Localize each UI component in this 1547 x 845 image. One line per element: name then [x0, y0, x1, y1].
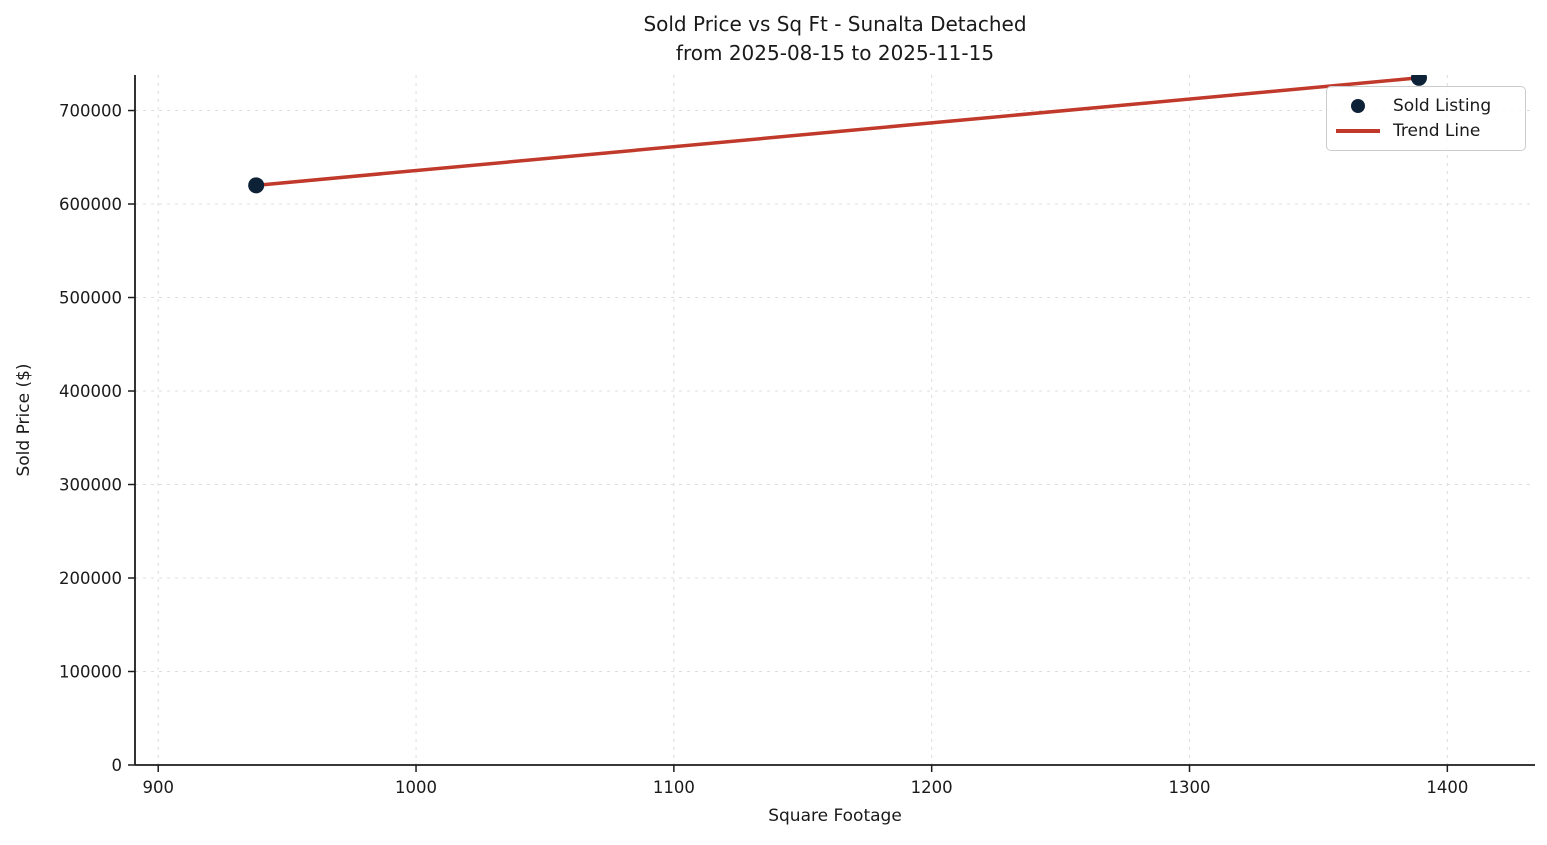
y-tick-label: 700000	[59, 101, 122, 120]
x-tick-label: 1100	[653, 778, 695, 797]
chart-title-line2: from 2025-08-15 to 2025-11-15	[675, 41, 995, 65]
legend-entry-sold-listing: Sold Listing	[1334, 93, 1515, 119]
sold-listing-point	[248, 177, 265, 194]
y-tick-label: 400000	[59, 382, 122, 401]
legend-handle	[1334, 129, 1381, 134]
x-axis-label: Square Footage	[768, 806, 902, 826]
x-tick-label: 900	[142, 778, 174, 797]
y-tick-label: 100000	[59, 662, 122, 681]
chart-title-line1: Sold Price vs Sq Ft - Sunalta Detached	[643, 12, 1027, 36]
y-tick-label: 0	[112, 756, 123, 775]
x-tick-label: 1300	[1169, 778, 1211, 797]
y-axis-label: Sold Price ($)	[14, 363, 34, 477]
x-tick-label: 1000	[395, 778, 437, 797]
legend-handle	[1334, 98, 1381, 113]
legend-entry-trend-line: Trend Line	[1334, 119, 1515, 145]
y-tick-label: 600000	[59, 195, 122, 214]
legend-label-sold-listing: Sold Listing	[1393, 95, 1492, 116]
sold-listing-dot-icon	[1350, 98, 1365, 113]
trend-line-sample-icon	[1335, 129, 1380, 134]
y-tick-label: 300000	[59, 475, 122, 494]
sold-listing-point	[1410, 75, 1427, 86]
legend: Sold Listing Trend Line	[1326, 86, 1526, 151]
x-tick-label: 1200	[911, 778, 953, 797]
legend-label-trend-line: Trend Line	[1393, 121, 1481, 142]
data-layer	[248, 75, 1427, 194]
y-tick-label: 500000	[59, 288, 122, 307]
y-tick-label: 200000	[59, 569, 122, 588]
chart-title: Sold Price vs Sq Ft - Sunalta Detached f…	[135, 10, 1535, 68]
trend-line	[256, 76, 1420, 188]
x-tick-label: 1400	[1426, 778, 1468, 797]
